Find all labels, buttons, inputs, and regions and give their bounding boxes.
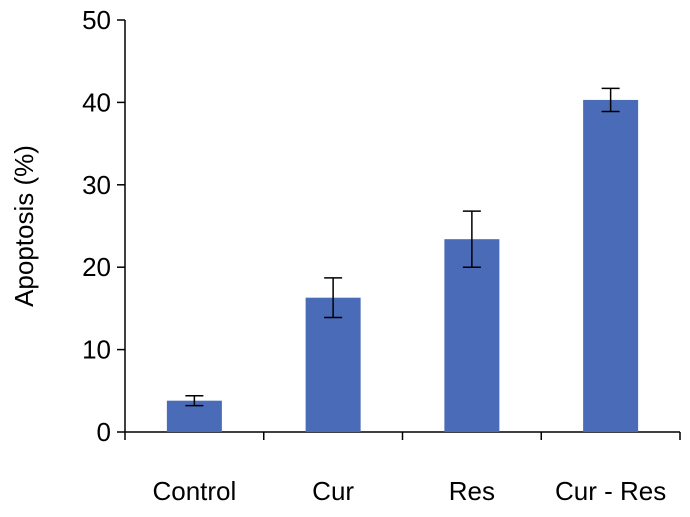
y-tick-label: 0: [97, 417, 111, 447]
y-axis-title: Apoptosis (%): [9, 145, 39, 307]
x-category-label: Res: [449, 476, 495, 506]
error-bars: [185, 87, 620, 407]
bar-cur: [305, 297, 361, 432]
x-category-label: Cur: [312, 476, 354, 506]
y-tick-label: 10: [82, 335, 111, 365]
x-category-label: Cur - Res: [555, 476, 666, 506]
bar-cur-res: [583, 99, 639, 432]
x-category-label: Control: [152, 476, 236, 506]
y-ticks: 0 10 20 30 40 50: [82, 5, 125, 447]
x-category-labels: Control Cur Res Cur - Res: [152, 476, 666, 506]
y-tick-label: 40: [82, 87, 111, 117]
y-tick-label: 20: [82, 252, 111, 282]
bar-res: [444, 239, 500, 432]
bars: [166, 99, 639, 432]
y-tick-label: 50: [82, 5, 111, 35]
y-tick-label: 30: [82, 170, 111, 200]
